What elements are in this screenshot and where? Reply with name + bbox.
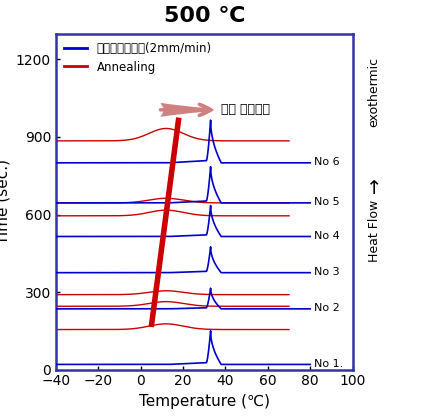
Title: 500 ℃: 500 ℃ xyxy=(163,6,245,26)
Text: No 5: No 5 xyxy=(314,197,340,207)
Text: ↑: ↑ xyxy=(366,179,382,199)
X-axis label: Temperature (℃): Temperature (℃) xyxy=(139,394,270,409)
Text: Heat Flow: Heat Flow xyxy=(368,200,381,262)
Y-axis label: Time (sec.): Time (sec.) xyxy=(0,159,10,244)
Text: No 2: No 2 xyxy=(314,303,340,313)
Legend: 비레제어열처리(2mm/min), Annealing: 비레제어열처리(2mm/min), Annealing xyxy=(59,37,216,78)
Text: No 4: No 4 xyxy=(314,231,340,241)
Text: No 3: No 3 xyxy=(314,267,340,277)
Text: No 1.: No 1. xyxy=(314,359,344,369)
Text: No 6: No 6 xyxy=(314,157,340,167)
Text: exothermic: exothermic xyxy=(368,58,381,127)
Text: 높은 변태온도: 높은 변태온도 xyxy=(221,103,270,116)
